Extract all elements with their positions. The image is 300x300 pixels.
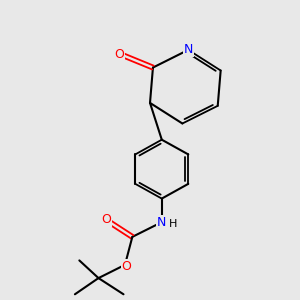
Text: O: O [122, 260, 131, 273]
Text: N: N [184, 44, 193, 56]
Text: O: O [114, 48, 124, 61]
Text: O: O [101, 213, 111, 226]
Text: N: N [157, 216, 167, 229]
Text: H: H [169, 219, 177, 229]
